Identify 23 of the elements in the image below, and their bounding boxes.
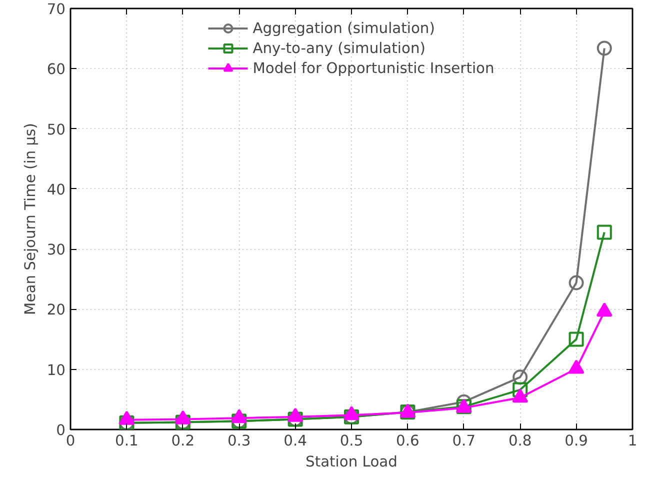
x-tick-label: 0.2 (171, 432, 195, 450)
x-axis-title: Station Load (306, 454, 398, 470)
x-tick-label: 0.9 (564, 432, 588, 450)
y-tick-label: 20 (46, 302, 66, 319)
x-tick-label: 0.5 (340, 432, 364, 450)
x-tick-label: 0.6 (396, 432, 420, 450)
x-tick-label: 0.1 (115, 432, 138, 450)
y-tick-label: 10 (46, 362, 66, 379)
x-tick-label: 0.4 (284, 432, 307, 450)
y-axis-title: Mean Sejourn Time (in µs) (22, 123, 39, 315)
y-tick-label: 40 (46, 181, 66, 198)
y-tick-label: 70 (46, 1, 66, 18)
x-tick-label: 0.3 (227, 432, 251, 450)
x-tick-label: 1 (628, 432, 638, 450)
x-tick-label: 0.7 (452, 432, 476, 450)
x-tick-label: 0.8 (508, 432, 532, 450)
y-tick-label: 60 (46, 61, 66, 78)
y-tick-label: 30 (46, 242, 66, 259)
legend-label: Model for Opportunistic Insertion (252, 60, 494, 76)
legend-label: Aggregation (simulation) (252, 20, 435, 36)
y-tick-label: 50 (46, 121, 66, 138)
legend-label: Any-to-any (simulation) (252, 40, 426, 56)
y-tick-label: 0 (56, 422, 66, 439)
